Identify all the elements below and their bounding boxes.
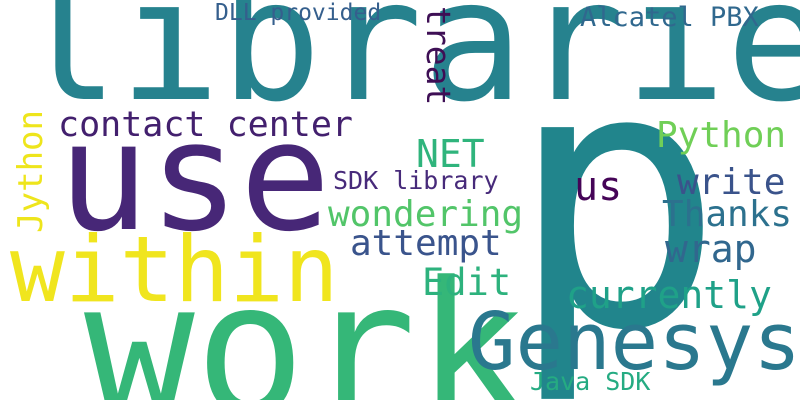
word-attempt: attempt [350,223,502,264]
word-contact-center: contact center [58,105,354,145]
word-alcatel-pbx: Alcatel PBX [580,2,759,33]
word-thanks: Thanks [662,194,793,235]
word-use: use [58,89,331,265]
word-treat: treat [419,6,458,106]
word-us: us [574,164,623,210]
word-java-sdk: Java SDK [530,367,651,396]
word-write: write [677,162,786,203]
word-wrap: wrap [665,227,757,271]
word-currently: currently [566,273,772,317]
word-python: Python [656,115,787,156]
word-sdk-library: SDK library [333,166,499,195]
word-libraries: libraries [18,0,800,139]
word-net: NET [416,132,485,176]
word-wondering: wondering [328,194,524,235]
word-genesys: Genesys [468,296,800,388]
word-dll-provided: DLL provided [215,0,382,26]
word-p: p [508,0,725,400]
word-edit: Edit [422,261,512,304]
word-within: within [10,218,339,323]
word-work: work [84,243,528,400]
word-jython: Jython [11,110,51,233]
